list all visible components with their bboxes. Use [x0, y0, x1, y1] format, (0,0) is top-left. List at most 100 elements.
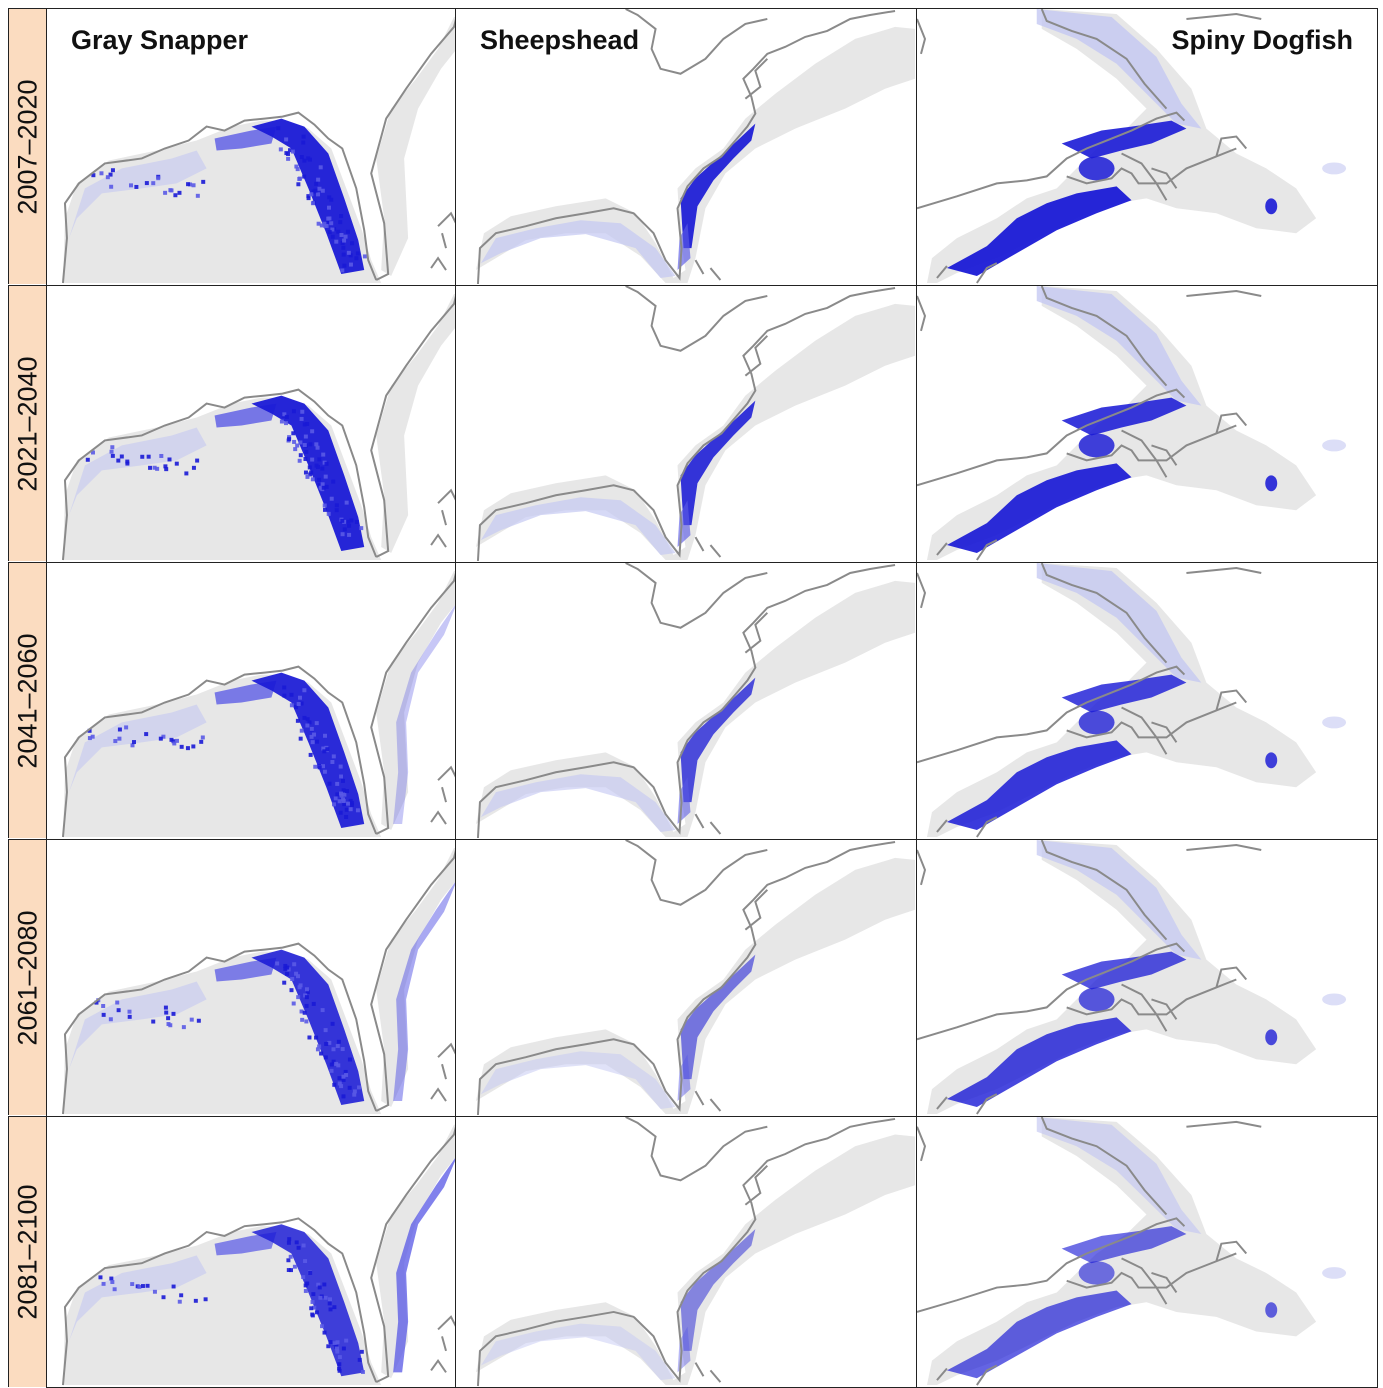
distribution-map: [917, 286, 1347, 561]
habitat-cells-west: [91, 168, 206, 198]
period-label: 2061–2080: [12, 909, 42, 1046]
habitat-northern: [1036, 1117, 1202, 1234]
map-panel-gray-snapper-1: Gray Snapper: [46, 8, 456, 286]
coastline: [476, 9, 896, 285]
period-tab-5: 2081–2100: [8, 1116, 46, 1387]
habitat-mid: [214, 680, 277, 705]
habitat-patch: [1078, 710, 1115, 735]
distribution-map: [917, 840, 1347, 1115]
continental-shelf: [62, 1124, 455, 1386]
distribution-map: [475, 9, 916, 285]
offshore-bank: [1322, 993, 1347, 1006]
habitat-patch-east: [1265, 752, 1278, 769]
habitat-gulf: [480, 497, 676, 556]
habitat-patch-east: [1265, 1029, 1278, 1046]
habitat-core: [946, 1290, 1132, 1379]
period-tab-1: 2007–2020: [8, 8, 46, 284]
species-title: Sheepshead: [480, 25, 640, 55]
habitat-cells-west: [85, 445, 200, 476]
distribution-map: [917, 9, 1347, 284]
distribution-map: [61, 16, 455, 284]
distribution-map: [917, 563, 1347, 838]
habitat-gulf: [480, 774, 676, 833]
continental-shelf: [62, 570, 455, 838]
distribution-map: [61, 847, 455, 1115]
habitat-high: [680, 123, 756, 249]
distribution-map: [61, 1124, 455, 1386]
continental-shelf: [475, 580, 916, 838]
species-title: Gray Snapper: [71, 25, 249, 55]
coastline: [476, 563, 896, 839]
map-panel-spiny-dogfish-1: Spiny Dogfish: [916, 8, 1378, 286]
habitat-mid: [214, 1232, 277, 1256]
continental-shelf: [475, 26, 916, 284]
distribution-map: [475, 286, 916, 562]
habitat-mid: [214, 126, 277, 151]
habitat-high: [680, 677, 756, 803]
habitat-high: [251, 118, 365, 275]
map-panel-spiny-dogfish-5: [916, 1116, 1378, 1388]
habitat-low: [68, 981, 207, 1070]
habitat-cells: [286, 1237, 365, 1374]
period-label: 2007–2020: [12, 78, 42, 215]
period-label: 2081–2100: [12, 1184, 42, 1320]
period-label: 2021–2040: [12, 355, 42, 492]
habitat-mid: [214, 403, 277, 428]
distribution-map: [475, 563, 916, 839]
map-panel-gray-snapper-5: [46, 1116, 456, 1388]
habitat-high: [251, 949, 365, 1106]
habitat-patch-east: [1265, 1302, 1278, 1318]
continental-shelf: [62, 293, 455, 561]
coastline: [61, 18, 455, 284]
coastline: [61, 1126, 455, 1386]
habitat-gulf: [480, 1323, 676, 1381]
coastline: [917, 286, 1262, 561]
habitat-band: [1061, 1226, 1187, 1264]
offshore-bank: [1322, 162, 1347, 175]
habitat-gulf: [480, 1051, 676, 1110]
coastline: [917, 1117, 1262, 1386]
map-panel-sheepshead-5: [455, 1116, 917, 1388]
coastline: [917, 563, 1262, 838]
offshore-bank: [1322, 439, 1347, 452]
continental-shelf: [475, 1134, 916, 1386]
period-label: 2041–2060: [12, 632, 42, 769]
habitat-patch: [1078, 987, 1115, 1012]
habitat-patch-east: [1265, 475, 1278, 492]
distribution-map: [61, 293, 455, 561]
map-panel-sheepshead-3: [455, 562, 917, 840]
habitat-core: [946, 1017, 1132, 1108]
coastline: [61, 295, 455, 561]
period-tab-4: 2061–2080: [8, 839, 46, 1115]
map-panel-sheepshead-4: [455, 839, 917, 1117]
habitat-cells: [279, 409, 364, 537]
habitat-northern: [1036, 840, 1202, 960]
habitat-patch-east: [1265, 198, 1278, 215]
northward-habitat: [393, 605, 455, 825]
habitat-band: [1061, 120, 1187, 159]
habitat-high: [680, 400, 756, 526]
habitat-high: [680, 1229, 756, 1351]
northward-habitat: [393, 882, 455, 1102]
habitat-patch: [1078, 156, 1115, 181]
coastline: [476, 1117, 896, 1387]
habitat-core: [946, 463, 1132, 554]
habitat-cells: [282, 685, 360, 819]
offshore-bank: [1322, 1267, 1347, 1279]
coastline: [476, 286, 896, 562]
map-panel-sheepshead-2: [455, 285, 917, 563]
northward-habitat: [393, 1158, 455, 1373]
distribution-map: [917, 1117, 1347, 1386]
species-title: Spiny Dogfish: [1171, 25, 1354, 55]
distribution-map: [61, 570, 455, 838]
map-panel-gray-snapper-2: [46, 285, 456, 563]
habitat-northern: [1036, 286, 1202, 406]
habitat-band: [1061, 674, 1187, 713]
coastline: [476, 840, 896, 1116]
habitat-low: [68, 427, 207, 516]
habitat-cells-west: [87, 725, 205, 751]
habitat-low: [68, 150, 207, 239]
coastline: [917, 840, 1262, 1115]
offshore-bank: [1322, 716, 1347, 729]
